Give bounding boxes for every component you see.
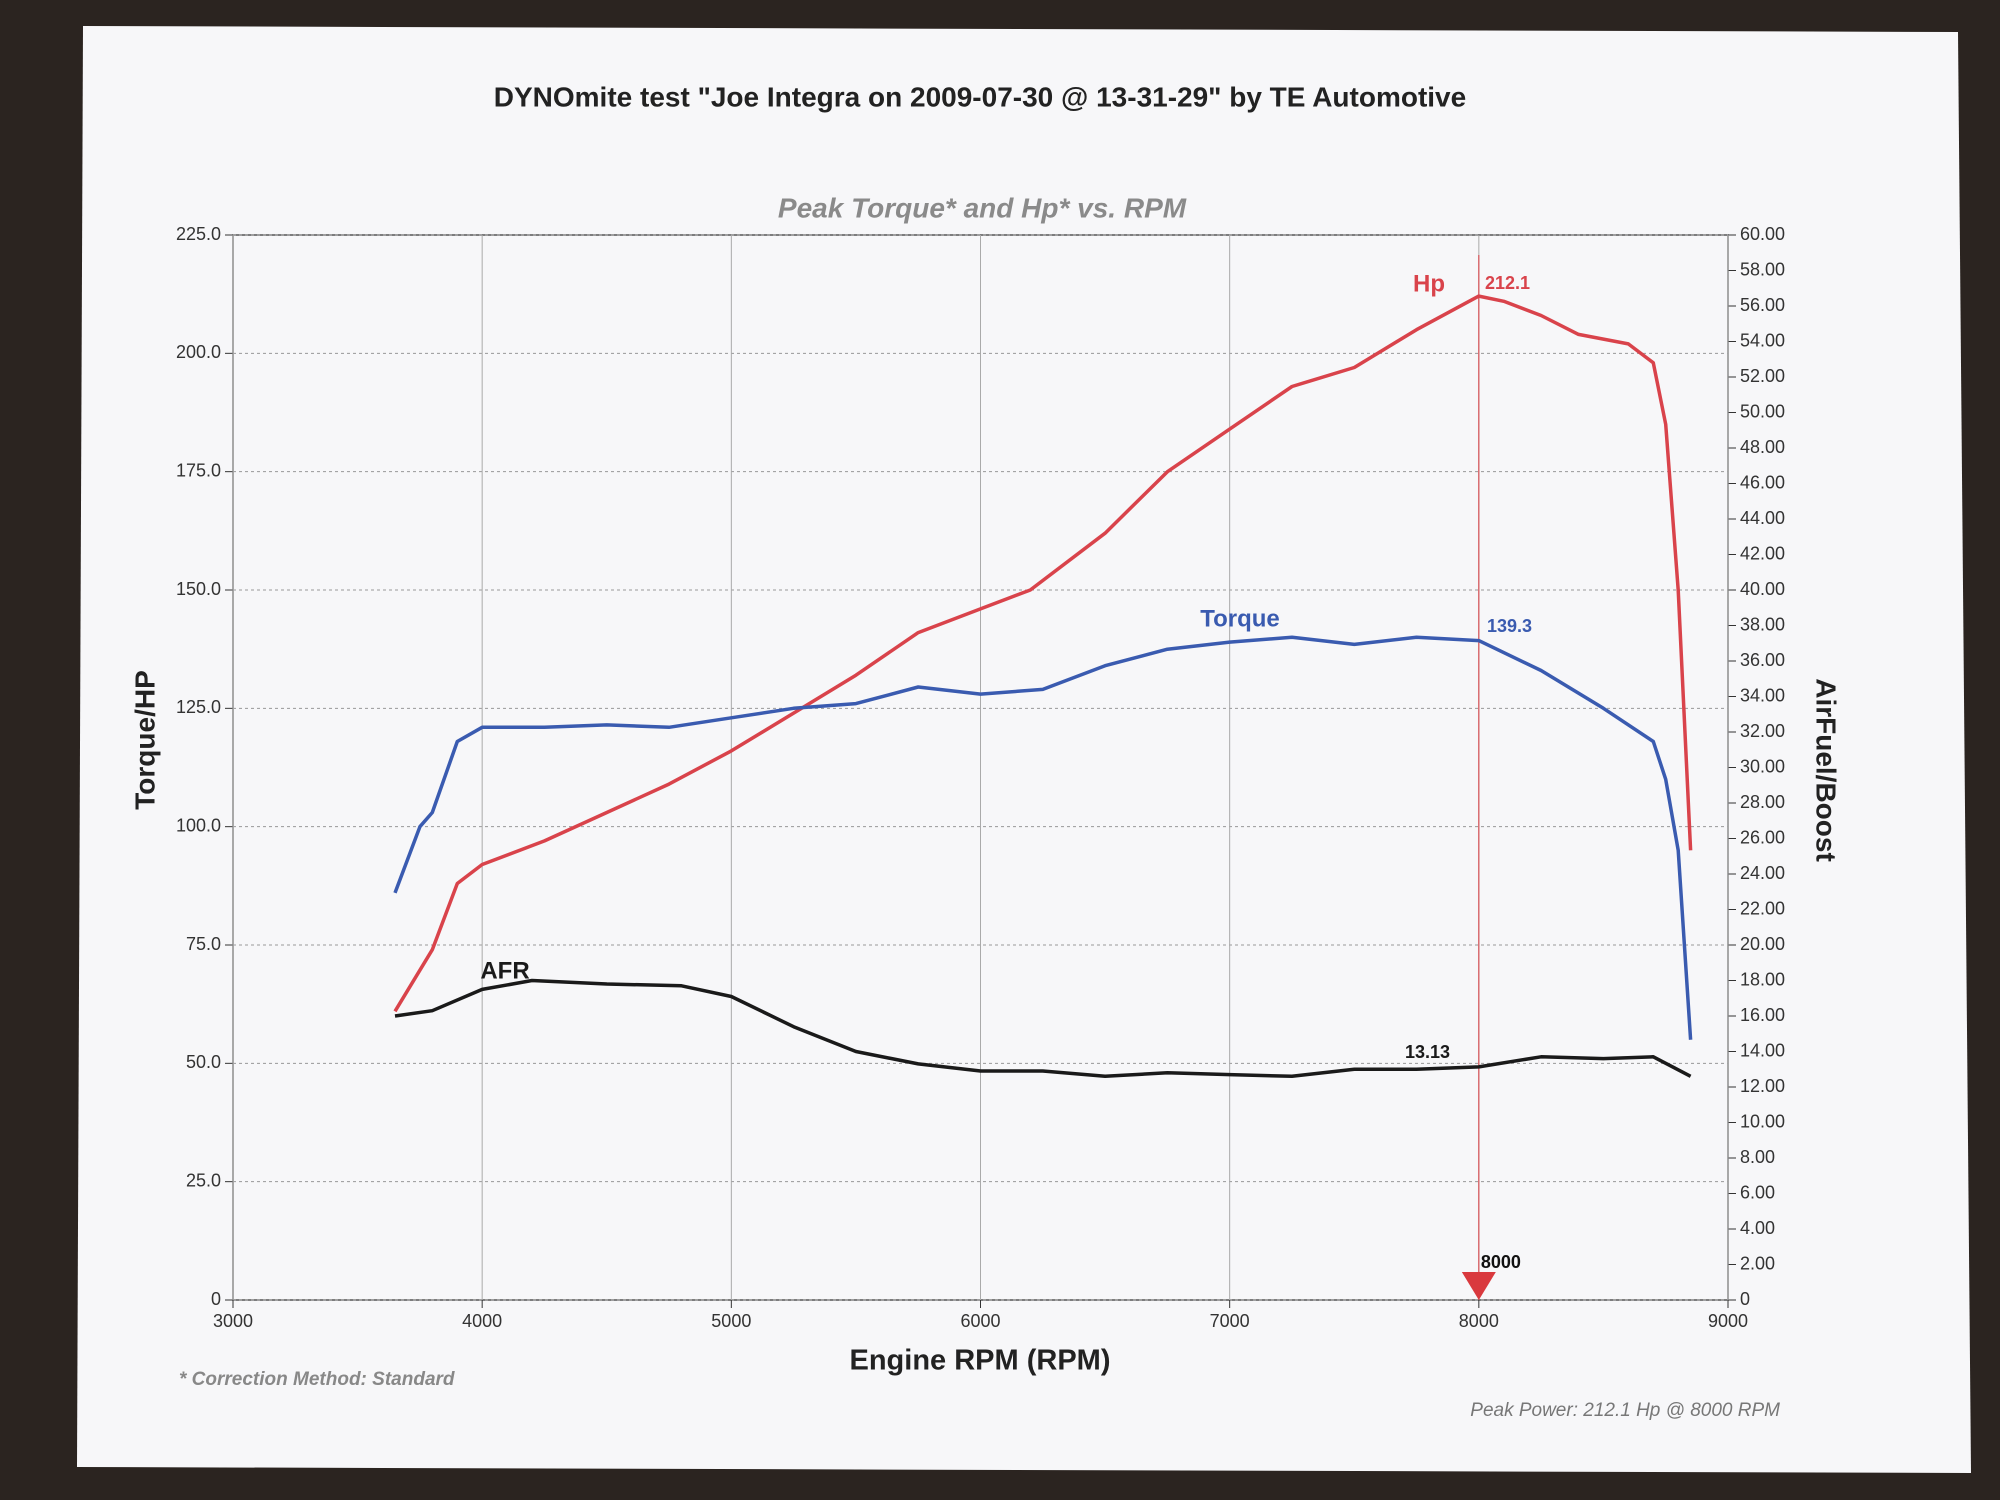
y2-tick-label: 60.00: [1740, 224, 1785, 244]
chart-subtitle: Peak Torque* and Hp* vs. RPM: [778, 192, 1187, 223]
y-tick-label: 175.0: [176, 460, 221, 480]
y2-tick-label: 54.00: [1740, 330, 1785, 350]
x-tick-label: 6000: [960, 1311, 1000, 1331]
paper: [77, 26, 1971, 1473]
x-tick-label: 5000: [711, 1311, 751, 1331]
series-line: [394, 978, 1692, 1079]
y2-tick-label: 8.00: [1740, 1147, 1775, 1167]
y-tick-label: 75.0: [186, 934, 221, 954]
y-tick-label: 0: [211, 1289, 221, 1309]
y-tick-label: 25.0: [186, 1170, 221, 1190]
cursor-label: 8000: [1481, 1252, 1521, 1272]
y2-tick-label: 30.00: [1740, 756, 1785, 776]
y2-tick-label: 6.00: [1740, 1182, 1775, 1202]
y2-tick-label: 12.00: [1740, 1076, 1785, 1096]
summary: Peak Power: 212.1 Hp @ 8000 RPM: [1470, 1400, 1780, 1421]
cursor-value: 212.1: [1485, 273, 1530, 293]
y2-tick-label: 16.00: [1740, 1005, 1785, 1025]
y-tick-label: 125.0: [176, 697, 221, 717]
x-tick-label: 8000: [1459, 1311, 1499, 1331]
y2-tick-label: 40.00: [1740, 579, 1785, 599]
y2-tick-label: 56.00: [1740, 295, 1785, 315]
y2-tick-label: 48.00: [1740, 437, 1785, 457]
cursor-value: 13.13: [1405, 1042, 1450, 1062]
y2-tick-label: 44.00: [1740, 508, 1785, 528]
y2-tick-label: 36.00: [1740, 650, 1785, 670]
y-tick-label: 150.0: [176, 579, 221, 599]
series-label: Hp: [1413, 270, 1445, 297]
y2-tick-label: 34.00: [1740, 685, 1785, 705]
series-line: [393, 294, 1693, 1013]
series-label: Torque: [1200, 605, 1280, 632]
y-tick-label: 200.0: [176, 342, 221, 362]
x-tick-label: 4000: [462, 1311, 502, 1331]
x-tick-label: 7000: [1210, 1311, 1250, 1331]
series-label: AFR: [480, 957, 529, 984]
x-tick-label: 9000: [1708, 1311, 1748, 1331]
y2-tick-label: 50.00: [1740, 401, 1785, 421]
footnote: * Correction Method: Standard: [179, 1369, 455, 1390]
y2-tick-label: 2.00: [1740, 1253, 1775, 1273]
y2-tick-label: 38.00: [1740, 614, 1785, 634]
y-tick-label: 50.0: [186, 1052, 221, 1072]
y2-tick-label: 0: [1740, 1289, 1750, 1309]
y2-tick-label: 18.00: [1740, 969, 1785, 989]
y2-tick-label: 28.00: [1740, 792, 1785, 812]
y2-tick-label: 32.00: [1740, 721, 1785, 741]
y2-tick-label: 42.00: [1740, 543, 1785, 563]
cursor-value: 139.3: [1487, 616, 1532, 636]
y-tick-label: 100.0: [176, 815, 221, 835]
y2-tick-label: 10.00: [1740, 1111, 1785, 1131]
y-tick-label: 225.0: [176, 224, 221, 244]
x-axis-label: Engine RPM (RPM): [850, 1345, 1111, 1377]
y2-tick-label: 26.00: [1740, 827, 1785, 847]
y2-tick-label: 58.00: [1740, 259, 1785, 279]
chart-title: DYNOmite test "Joe Integra on 2009-07-30…: [494, 81, 1466, 112]
y2-tick-label: 14.00: [1740, 1040, 1785, 1060]
y2-axis-label: AirFuel/Boost: [1811, 678, 1842, 862]
series-line: [393, 635, 1693, 1040]
y2-tick-label: 24.00: [1740, 863, 1785, 883]
y2-tick-label: 22.00: [1740, 898, 1785, 918]
x-tick-label: 3000: [213, 1311, 253, 1331]
y2-tick-label: 52.00: [1740, 366, 1785, 386]
y2-tick-label: 20.00: [1740, 934, 1785, 954]
y-axis-label: Torque/HP: [129, 670, 160, 809]
y2-tick-label: 46.00: [1740, 472, 1785, 492]
y2-tick-label: 4.00: [1740, 1218, 1775, 1238]
cursor-marker: [1461, 1272, 1496, 1300]
